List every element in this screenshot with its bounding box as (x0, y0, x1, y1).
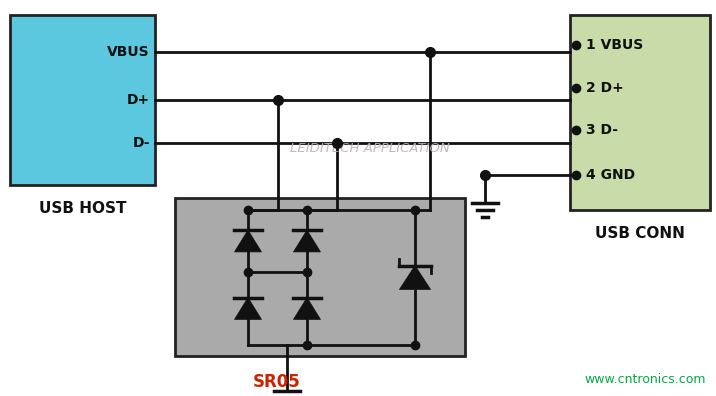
Text: SR05: SR05 (253, 373, 301, 391)
Text: D+: D+ (127, 93, 150, 107)
Polygon shape (294, 230, 321, 252)
Text: 3 D-: 3 D- (586, 123, 618, 137)
Text: www.cntronics.com: www.cntronics.com (584, 373, 706, 386)
Text: VBUS: VBUS (107, 45, 150, 59)
Polygon shape (234, 230, 261, 252)
Polygon shape (234, 297, 261, 320)
Text: LEIDITECH APPLICATION: LEIDITECH APPLICATION (290, 141, 450, 154)
Bar (570, 15, 710, 210)
Text: 2 D+: 2 D+ (586, 81, 624, 95)
Polygon shape (400, 265, 430, 289)
Polygon shape (294, 297, 321, 320)
Text: USB CONN: USB CONN (595, 226, 685, 241)
Text: D-: D- (132, 136, 150, 150)
Bar (175, 198, 465, 356)
Bar (10, 15, 155, 185)
Text: 1 VBUS: 1 VBUS (586, 38, 643, 52)
Text: 4 GND: 4 GND (586, 168, 635, 182)
Text: USB HOST: USB HOST (39, 201, 126, 216)
